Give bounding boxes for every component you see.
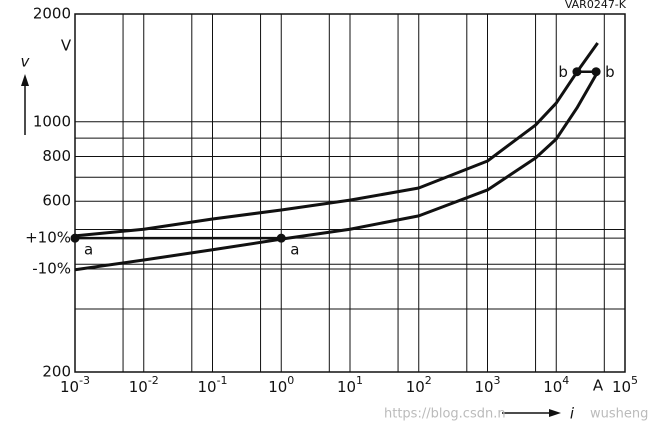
tick-base: 10 (543, 378, 562, 396)
marker-point (70, 233, 80, 243)
marker-point (276, 233, 286, 243)
figure-code: VAR0247-K (565, 0, 627, 11)
x-tick-label: 10-2 (129, 374, 159, 396)
marker-point (572, 67, 582, 77)
marker-label: b (558, 63, 568, 81)
marker-point (591, 67, 601, 77)
x-tick-label: 10-3 (60, 374, 90, 396)
x-arrowhead (549, 409, 561, 417)
x-tick-label: 102 (406, 374, 432, 396)
tick-exponent: 5 (631, 374, 638, 387)
y-tick-label: 1000 (33, 112, 71, 130)
y-axis-label: v (21, 53, 31, 71)
curve (74, 42, 599, 238)
marker-label: b (605, 63, 615, 81)
watermark: https://blog.csdn.n (384, 407, 506, 422)
tick-base: 10 (337, 378, 356, 396)
x-tick-label: 100 (268, 374, 294, 396)
tick-base: 10 (129, 378, 148, 396)
tick-exponent: -1 (217, 374, 228, 387)
tick-exponent: 3 (494, 374, 501, 387)
y-unit: V (61, 37, 72, 55)
tick-exponent: 1 (356, 374, 363, 387)
x-tick-label: 10-1 (197, 374, 227, 396)
y-tick-label: -10% (32, 259, 71, 277)
y-arrowhead (21, 74, 29, 86)
x-tick-label: 105 (612, 374, 638, 396)
curve (74, 71, 599, 272)
tick-base: 10 (268, 378, 287, 396)
tick-exponent: 2 (425, 374, 432, 387)
x-tick-label: 101 (337, 374, 363, 396)
plot-frame (74, 13, 626, 373)
tick-base: 10 (612, 378, 631, 396)
y-tick-label: 800 (42, 147, 71, 165)
tick-base: 10 (197, 378, 216, 396)
tick-base: 10 (406, 378, 425, 396)
tick-exponent: 4 (562, 374, 569, 387)
x-unit: A (593, 377, 604, 395)
y-tick-label: 600 (42, 192, 71, 210)
y-tick-label: 2000 (33, 5, 71, 23)
marker-label: a (84, 241, 93, 259)
tick-exponent: 0 (287, 374, 294, 387)
watermark: wusheng (590, 407, 648, 422)
x-tick-label: 104 (543, 374, 569, 396)
marker-label: a (290, 241, 299, 259)
y-tick-label: 200 (42, 363, 71, 381)
tick-exponent: -3 (79, 374, 90, 387)
tick-exponent: -2 (148, 374, 159, 387)
x-axis-label: i (570, 405, 575, 423)
y-tick-label: +10% (25, 229, 71, 247)
tick-base: 10 (474, 378, 493, 396)
x-tick-label: 103 (474, 374, 500, 396)
tick-base: 10 (60, 378, 79, 396)
